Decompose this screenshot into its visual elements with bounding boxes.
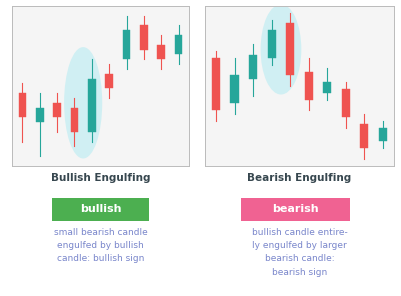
Bar [267, 30, 275, 58]
Text: bearish: bearish [271, 205, 318, 214]
Ellipse shape [64, 47, 102, 158]
Bar [322, 82, 330, 93]
Text: small bearish candle
engulfed by bullish
candle: bullish sign: small bearish candle engulfed by bullish… [53, 228, 147, 263]
Bar [341, 89, 349, 117]
Text: bullish: bullish [79, 205, 121, 214]
Bar [304, 72, 312, 100]
Bar [122, 30, 130, 59]
Bar [378, 128, 386, 141]
Ellipse shape [260, 4, 301, 94]
Bar [105, 74, 113, 88]
Bar [71, 108, 78, 132]
Bar [36, 108, 44, 122]
Text: Bearish Engulfing: Bearish Engulfing [247, 173, 351, 183]
Bar [286, 23, 294, 75]
Text: bullish candle entire-
ly engulfed by larger
bearish candle:
bearish sign: bullish candle entire- ly engulfed by la… [251, 228, 346, 276]
Bar [157, 45, 165, 59]
Bar [230, 75, 238, 103]
Bar [53, 103, 61, 117]
Bar [248, 54, 257, 79]
Bar [140, 25, 148, 49]
Bar [18, 93, 26, 117]
Bar [88, 78, 95, 132]
Text: Bullish Engulfing: Bullish Engulfing [51, 173, 150, 183]
Bar [174, 35, 182, 54]
Bar [211, 58, 220, 110]
Bar [359, 124, 368, 148]
